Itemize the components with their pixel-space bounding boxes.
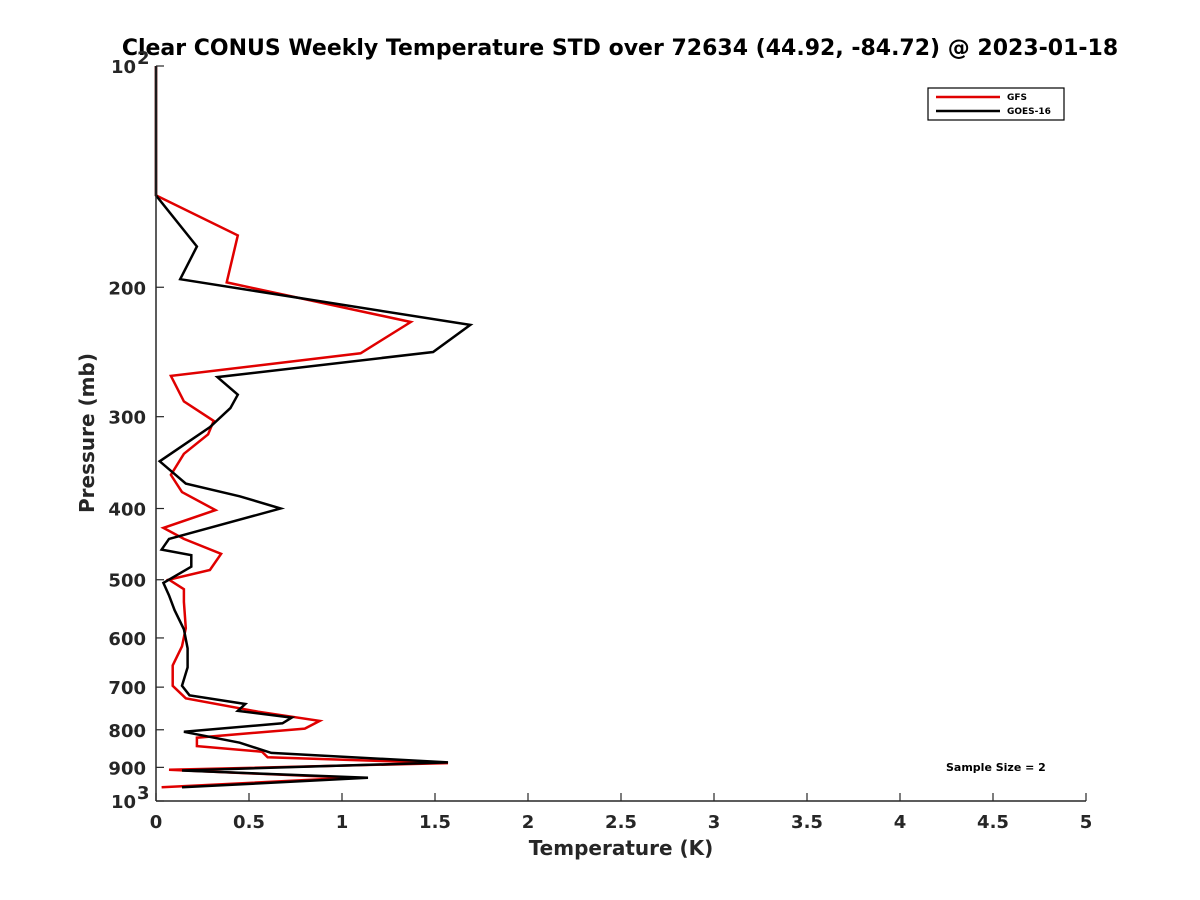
x-tick-label: 5 [1080, 812, 1093, 833]
x-tick-label: 2 [522, 812, 535, 833]
y-tick-label: 500 [108, 571, 146, 592]
legend-box [927, 87, 1065, 121]
y-tick-label: 400 [108, 500, 146, 521]
y-tick-label: 10 [111, 57, 136, 78]
y-axis-label: Pressure (mb) [75, 353, 99, 513]
sample-size-annotation: Sample Size = 2 [946, 761, 1046, 774]
x-axis-label: Temperature (K) [529, 836, 714, 860]
y-tick-exponent: 2 [137, 48, 150, 69]
chart-title: Clear CONUS Weekly Temperature STD over … [122, 36, 1118, 61]
legend: GFS GOES-16 [927, 87, 1065, 121]
y-tick-label: 900 [108, 758, 146, 779]
y-tick-label: 600 [108, 629, 146, 650]
x-ticks: 0 0.5 1 1.5 2 2.5 3 3.5 4 4.5 5 [150, 793, 1093, 833]
x-tick-label: 0 [150, 812, 163, 833]
x-tick-label: 1.5 [419, 812, 451, 833]
legend-label-gfs: GFS [1007, 93, 1027, 103]
x-tick-label: 3.5 [791, 812, 823, 833]
x-tick-label: 0.5 [233, 812, 265, 833]
legend-label-goes16: GOES-16 [1007, 107, 1051, 117]
series-layer [154, 66, 474, 789]
plot-area: 0 0.5 1 1.5 2 2.5 3 3.5 4 4.5 5 10 2200300400500600… [108, 48, 1092, 833]
y-tick-label: 200 [108, 278, 146, 299]
x-tick-label: 4.5 [977, 812, 1009, 833]
y-tick-exponent: 3 [137, 783, 150, 804]
y-tick-label: 300 [108, 408, 146, 429]
y-tick-label: 700 [108, 678, 146, 699]
x-tick-label: 4 [894, 812, 907, 833]
y-tick-label: 10 [111, 792, 136, 813]
x-tick-label: 3 [708, 812, 721, 833]
x-tick-label: 2.5 [605, 812, 637, 833]
x-tick-label: 1 [336, 812, 349, 833]
y-tick-label: 800 [108, 721, 146, 742]
series-line-goes16 [154, 66, 474, 789]
